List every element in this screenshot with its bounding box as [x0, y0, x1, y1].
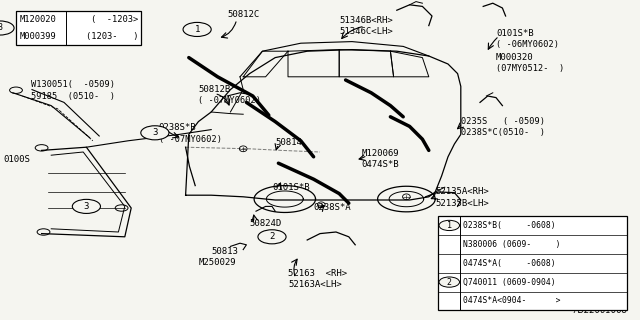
Text: 0101S*B: 0101S*B [496, 29, 534, 38]
Circle shape [72, 199, 100, 213]
Text: ( -07MY0602): ( -07MY0602) [198, 96, 261, 105]
Text: Q740011 (0609-0904): Q740011 (0609-0904) [463, 277, 556, 287]
FancyBboxPatch shape [438, 216, 627, 310]
Text: 52135B<LH>: 52135B<LH> [435, 199, 489, 208]
Text: M120069: M120069 [362, 149, 399, 158]
Text: 50814: 50814 [275, 138, 302, 147]
Text: 52163A<LH>: 52163A<LH> [288, 280, 342, 289]
Text: 0238S*B: 0238S*B [159, 124, 196, 132]
Text: 59185  (0510-  ): 59185 (0510- ) [31, 92, 115, 100]
Text: M000320: M000320 [496, 53, 534, 62]
Circle shape [141, 126, 169, 140]
FancyBboxPatch shape [16, 11, 141, 45]
Text: M250029: M250029 [198, 258, 236, 267]
Circle shape [439, 220, 460, 230]
Circle shape [439, 277, 460, 287]
Circle shape [0, 21, 14, 35]
Text: 1: 1 [447, 221, 452, 230]
Text: 50812C: 50812C [227, 10, 259, 19]
Text: (1203-   ): (1203- ) [86, 32, 138, 41]
Text: W130051(  -0509): W130051( -0509) [31, 80, 115, 89]
Text: M120020: M120020 [19, 15, 56, 24]
Text: 3: 3 [152, 128, 157, 137]
Text: 51346C<LH>: 51346C<LH> [339, 28, 393, 36]
Text: 52135A<RH>: 52135A<RH> [435, 188, 489, 196]
Text: 0101S*B: 0101S*B [272, 183, 310, 192]
Text: 2: 2 [269, 232, 275, 241]
Text: M000399: M000399 [19, 32, 56, 41]
Text: ( -07MY0602): ( -07MY0602) [159, 135, 221, 144]
Text: 3: 3 [84, 202, 89, 211]
Text: 1: 1 [195, 25, 200, 34]
Text: 0238S*A: 0238S*A [314, 204, 351, 212]
Text: 0238S*B(     -0608): 0238S*B( -0608) [463, 221, 556, 230]
Text: 0474S*A(     -0608): 0474S*A( -0608) [463, 259, 556, 268]
Text: 52163  <RH>: 52163 <RH> [288, 269, 347, 278]
Circle shape [183, 22, 211, 36]
Text: 0474S*B: 0474S*B [362, 160, 399, 169]
Circle shape [258, 230, 286, 244]
Text: 51346B<RH>: 51346B<RH> [339, 16, 393, 25]
Text: 0474S*A<0904-      >: 0474S*A<0904- > [463, 296, 561, 306]
Text: 2: 2 [447, 277, 452, 287]
Text: (  -1203>: ( -1203> [91, 15, 138, 24]
Text: ( -06MY0602): ( -06MY0602) [496, 40, 559, 49]
Text: 50813: 50813 [211, 247, 238, 256]
Text: 0100S: 0100S [3, 156, 30, 164]
Text: 3: 3 [0, 23, 3, 33]
Text: (07MY0512-  ): (07MY0512- ) [496, 64, 564, 73]
Text: N380006 (0609-     ): N380006 (0609- ) [463, 240, 561, 249]
Text: 50812B: 50812B [198, 85, 230, 94]
Text: 0235S   ( -0509): 0235S ( -0509) [461, 117, 545, 126]
Text: 0238S*C(0510-  ): 0238S*C(0510- ) [461, 128, 545, 137]
Text: A522001068: A522001068 [573, 306, 627, 315]
Text: 50824D: 50824D [250, 220, 282, 228]
